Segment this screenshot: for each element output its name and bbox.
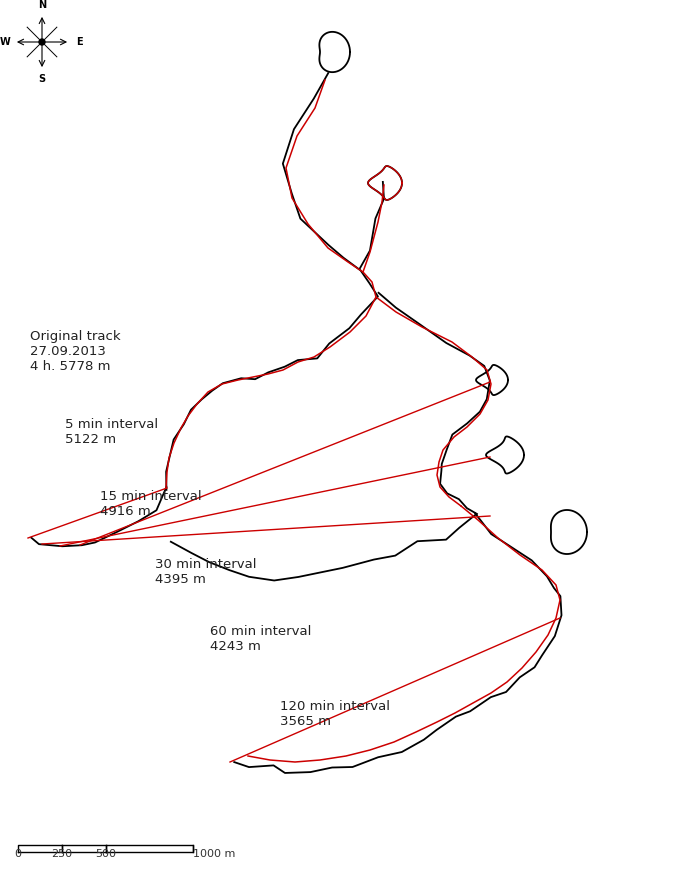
- Text: 5 min interval
5122 m: 5 min interval 5122 m: [65, 418, 158, 446]
- Text: 250: 250: [52, 849, 73, 859]
- Circle shape: [39, 39, 45, 45]
- Text: 500: 500: [96, 849, 117, 859]
- Text: 120 min interval
3565 m: 120 min interval 3565 m: [280, 700, 390, 728]
- Text: 1000 m: 1000 m: [193, 849, 236, 859]
- Text: W: W: [0, 37, 10, 47]
- Text: Original track
27.09.2013
4 h. 5778 m: Original track 27.09.2013 4 h. 5778 m: [30, 330, 121, 373]
- Text: N: N: [38, 0, 46, 10]
- Text: 15 min interval
4916 m: 15 min interval 4916 m: [100, 490, 202, 518]
- Text: 60 min interval
4243 m: 60 min interval 4243 m: [210, 625, 312, 653]
- Text: E: E: [75, 37, 82, 47]
- Text: S: S: [39, 74, 45, 84]
- Text: 30 min interval
4395 m: 30 min interval 4395 m: [155, 558, 257, 586]
- Text: 0: 0: [14, 849, 22, 859]
